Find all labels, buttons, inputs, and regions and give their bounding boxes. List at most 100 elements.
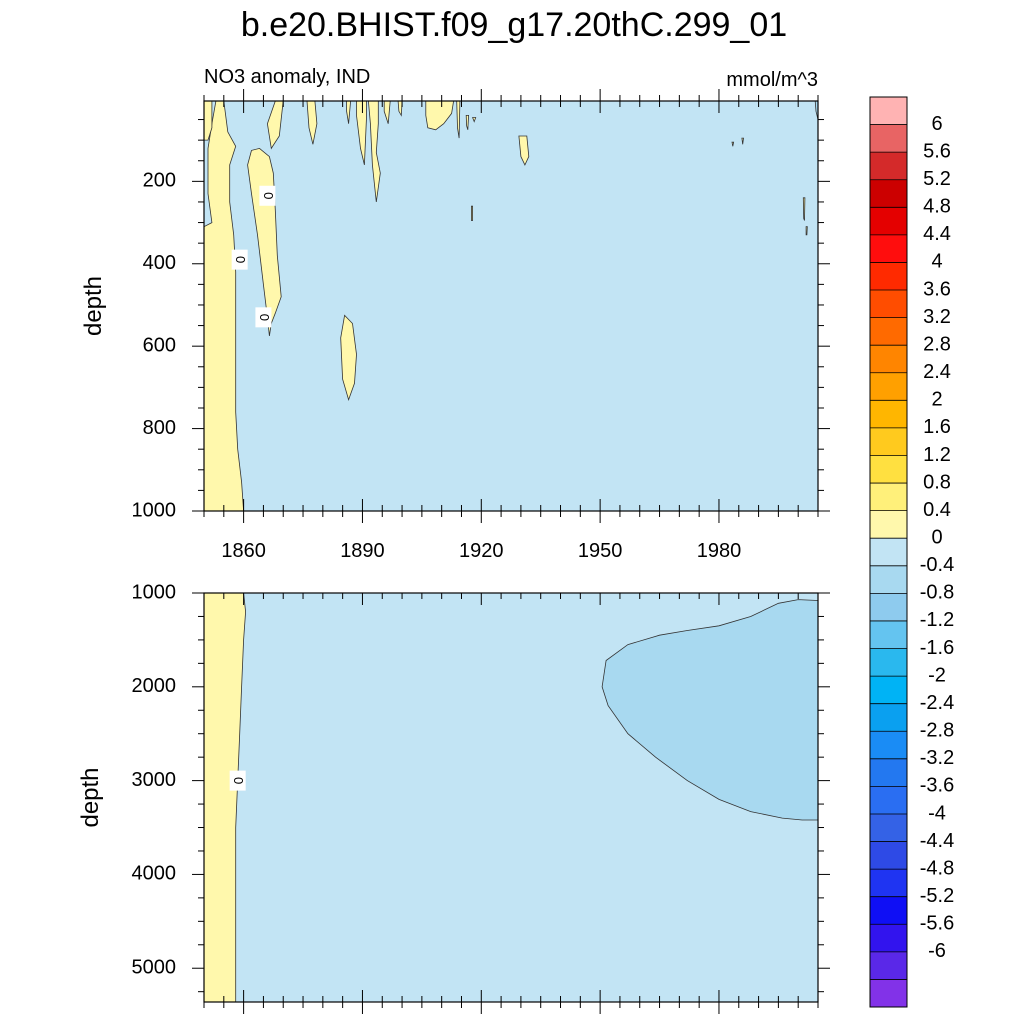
- colorbar-tick-label: 2.8: [923, 333, 951, 355]
- colorbar-swatch-32: [870, 979, 907, 1008]
- colorbar-swatch-9: [870, 345, 907, 374]
- colorbar-tick-label: 4.8: [923, 196, 951, 218]
- colorbar-tick-label: -2.4: [920, 692, 954, 714]
- colorbar-tick-label: -5.6: [920, 913, 954, 935]
- colorbar-swatch-29: [870, 896, 907, 925]
- colorbar-tick-label: 4.4: [923, 223, 951, 245]
- upper-contour-region-3: [266, 101, 284, 150]
- lower-y-tick-label: 2000: [132, 675, 177, 697]
- colorbar-tick-label: -4: [928, 802, 946, 824]
- upper-contour-region-10: [340, 314, 357, 401]
- upper-contour-label-2: 0: [255, 307, 272, 328]
- colorbar-swatch-14: [870, 483, 907, 512]
- colorbar-tick-label: -4.8: [920, 857, 954, 879]
- upper-contour-region-11: [425, 101, 455, 131]
- variable-label: NO3 anomaly, IND: [204, 66, 370, 88]
- lower-contour-label-0: 0: [229, 770, 246, 791]
- lower-y-tick-label: 1000: [132, 581, 177, 603]
- upper-contour-region-4: [306, 101, 318, 145]
- upper-contour-region-20: [805, 226, 808, 236]
- colorbar-swatch-1: [870, 124, 907, 153]
- upper-ticks: [192, 89, 830, 523]
- colorbar-tick-label: 3.6: [923, 278, 951, 300]
- upper-contour-region-13: [465, 115, 470, 130]
- upper-y-tick-label: 800: [143, 417, 176, 439]
- upper-y-tick-label: 400: [143, 252, 176, 274]
- upper-contour-region-0: [204, 101, 245, 511]
- colorbar-tick-label: 5.6: [923, 140, 951, 162]
- colorbar-swatch-15: [870, 510, 907, 539]
- colorbar-swatch-18: [870, 593, 907, 622]
- upper-x-tick-label: 1980: [697, 540, 742, 562]
- colorbar-swatch-0: [870, 97, 907, 125]
- upper-contour-region-17: [731, 141, 735, 147]
- colorbar-swatch-31: [870, 951, 907, 980]
- colorbar-tick-label: -6: [928, 940, 946, 962]
- colorbar-swatch-21: [870, 676, 907, 705]
- colorbar-tick-label: -5.2: [920, 885, 954, 907]
- colorbar-swatch-25: [870, 786, 907, 815]
- lower-contour-region-1: [601, 599, 818, 821]
- upper-contour-region-15: [470, 205, 474, 221]
- colorbar-swatch-20: [870, 648, 907, 677]
- colorbar-tick-label: 5.2: [923, 168, 951, 190]
- upper-x-tick-label: 1950: [578, 540, 623, 562]
- colorbar-tick-label: 6: [931, 113, 942, 135]
- units-label: mmol/m^3: [726, 69, 818, 91]
- colorbar-tick-label: 1.2: [923, 444, 951, 466]
- svg-text:0: 0: [231, 777, 246, 784]
- upper-depth-panel: 0 0 0 200 400 600 800 1000 1860 1890 1920 1950 1980 d…: [80, 89, 830, 562]
- colorbar-tick-label: 2.4: [923, 361, 951, 383]
- colorbar-tick-label: -4.4: [920, 830, 954, 852]
- upper-background-field: [204, 101, 818, 511]
- colorbar: 6 5.6 5.2 4.8 4.4 4 3.6 3.2 2.8 2.4 2 1.6 1.2 0.8 0.4 0…: [869, 96, 954, 1008]
- upper-contour-region-1: [204, 101, 213, 141]
- colorbar-tick-label: 2: [931, 389, 942, 411]
- colorbar-swatch-6: [870, 262, 907, 291]
- colorbar-swatch-4: [870, 207, 907, 236]
- lower-y-tick-label: 3000: [132, 769, 177, 791]
- colorbar-tick-label: -1.2: [920, 609, 954, 631]
- main-title: b.e20.BHIST.f09_g17.20thC.299_01: [241, 6, 787, 44]
- colorbar-swatch-26: [870, 813, 907, 842]
- colorbar-tick-label: -3.2: [920, 747, 954, 769]
- colorbar-tick-label: -2.8: [920, 720, 954, 742]
- colorbar-tick-label: -1.6: [920, 637, 954, 659]
- svg-text:0: 0: [261, 192, 276, 199]
- lower-y-axis-label: depth: [77, 767, 104, 827]
- svg-text:0: 0: [233, 256, 248, 263]
- colorbar-swatch-28: [870, 869, 907, 898]
- colorbar-swatch-19: [870, 620, 907, 649]
- upper-contour-region-18: [741, 137, 744, 145]
- upper-y-axis-label: depth: [80, 276, 107, 336]
- upper-contour-region-12: [456, 101, 461, 139]
- colorbar-swatch-10: [870, 372, 907, 401]
- upper-contour-region-5: [346, 101, 352, 124]
- upper-contour-region-8: [383, 101, 391, 124]
- upper-x-tick-label: 1890: [340, 540, 385, 562]
- colorbar-swatch-5: [870, 234, 907, 263]
- upper-contour-label-1: 0: [259, 185, 276, 206]
- colorbar-swatch-23: [870, 731, 907, 760]
- colorbar-swatch-13: [870, 455, 907, 484]
- colorbar-tick-label: 4: [931, 251, 942, 273]
- colorbar-swatch-30: [870, 924, 907, 953]
- lower-y-tick-label: 4000: [132, 863, 177, 885]
- colorbar-tick-label: -2: [928, 664, 946, 686]
- colorbar-swatch-12: [870, 427, 907, 456]
- svg-text:0: 0: [257, 314, 272, 321]
- upper-y-tick-label: 1000: [132, 499, 177, 521]
- lower-plot-frame: [203, 592, 819, 1003]
- upper-contour-region-7: [367, 101, 381, 203]
- colorbar-tick-label: 1.6: [923, 416, 951, 438]
- colorbar-swatch-24: [870, 758, 907, 787]
- upper-contour-region-21: [814, 101, 818, 120]
- colorbar-tick-label: 0: [931, 526, 942, 548]
- upper-y-tick-label: 200: [143, 170, 176, 192]
- upper-contour-region-14: [518, 135, 530, 166]
- colorbar-swatch-2: [870, 152, 907, 181]
- colorbar-swatch-3: [870, 179, 907, 208]
- colorbar-swatch-8: [870, 317, 907, 346]
- upper-contour-region-6: [356, 101, 367, 165]
